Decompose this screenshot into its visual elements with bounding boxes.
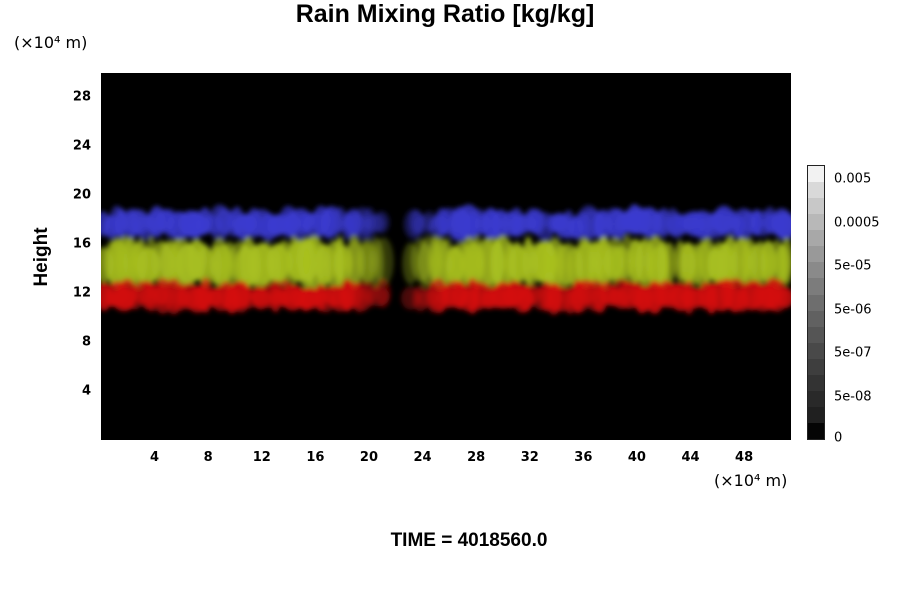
y-axis-unit: (×10⁴ m) bbox=[14, 33, 88, 52]
chart-title: Rain Mixing Ratio [kg/kg] bbox=[295, 0, 595, 28]
colorbar-label: 5e-08 bbox=[834, 389, 872, 404]
colorbar-label: 0.0005 bbox=[834, 215, 880, 230]
colorbar-step bbox=[808, 262, 824, 279]
y-tick-label: 16 bbox=[72, 236, 91, 252]
colorbar-step bbox=[808, 214, 824, 231]
x-tick-label: 40 bbox=[627, 450, 646, 465]
y-tick-label: 28 bbox=[72, 89, 91, 105]
field-cell-middle bbox=[373, 237, 394, 286]
x-axis-unit: (×10⁴ m) bbox=[714, 471, 788, 490]
x-tick-label: 28 bbox=[467, 450, 486, 465]
colorbar-step bbox=[808, 358, 824, 375]
y-tick-label: 20 bbox=[72, 187, 91, 203]
field-cell-middle bbox=[780, 237, 791, 286]
colorbar-label: 0.005 bbox=[834, 171, 872, 187]
time-label: TIME = 4018560.0 bbox=[390, 530, 548, 551]
colorbar-step bbox=[808, 294, 824, 311]
colorbar-step bbox=[808, 374, 824, 391]
x-tick-label: 32 bbox=[520, 450, 539, 465]
field-cell-upper bbox=[373, 211, 390, 234]
y-tick-label: 8 bbox=[81, 334, 91, 350]
colorbar bbox=[807, 165, 825, 440]
colorbar-label: 5e-06 bbox=[834, 302, 872, 317]
x-tick-label: 48 bbox=[735, 450, 754, 465]
x-tick-label: 12 bbox=[252, 450, 271, 465]
colorbar-step bbox=[808, 246, 824, 263]
colorbar-step bbox=[808, 182, 824, 199]
colorbar-step bbox=[808, 406, 824, 423]
y-tick-label: 24 bbox=[72, 138, 91, 154]
y-tick-label: 12 bbox=[72, 285, 91, 301]
colorbar-step bbox=[808, 310, 824, 327]
field-cell-lower bbox=[375, 278, 391, 308]
colorbar-step bbox=[808, 278, 824, 295]
colorbar-step bbox=[808, 166, 824, 183]
heatmap-field bbox=[101, 73, 791, 440]
x-tick-label: 20 bbox=[359, 450, 378, 465]
plot-area bbox=[101, 73, 791, 440]
colorbar-label: 0 bbox=[834, 430, 843, 446]
colorbar-step bbox=[808, 342, 824, 359]
field-cell-lower bbox=[775, 287, 791, 309]
y-axis-label: Height bbox=[31, 227, 52, 287]
colorbar-step bbox=[808, 198, 824, 215]
colorbar-step bbox=[808, 230, 824, 247]
x-tick-label: 4 bbox=[150, 450, 160, 465]
x-tick-label: 44 bbox=[681, 450, 700, 465]
field-cell-lower bbox=[198, 277, 213, 314]
field-cell-middle bbox=[663, 242, 676, 285]
x-tick-label: 8 bbox=[203, 450, 213, 465]
colorbar-step bbox=[808, 390, 824, 407]
x-tick-label: 24 bbox=[413, 450, 432, 465]
field-cell-upper bbox=[773, 212, 791, 240]
y-tick-label: 4 bbox=[81, 383, 91, 399]
x-tick-label: 16 bbox=[306, 450, 325, 465]
x-tick-label: 36 bbox=[574, 450, 593, 465]
colorbar-label: 5e-07 bbox=[834, 345, 872, 361]
colorbar-step bbox=[808, 423, 824, 440]
colorbar-label: 5e-05 bbox=[834, 258, 872, 274]
colorbar-step bbox=[808, 326, 824, 343]
